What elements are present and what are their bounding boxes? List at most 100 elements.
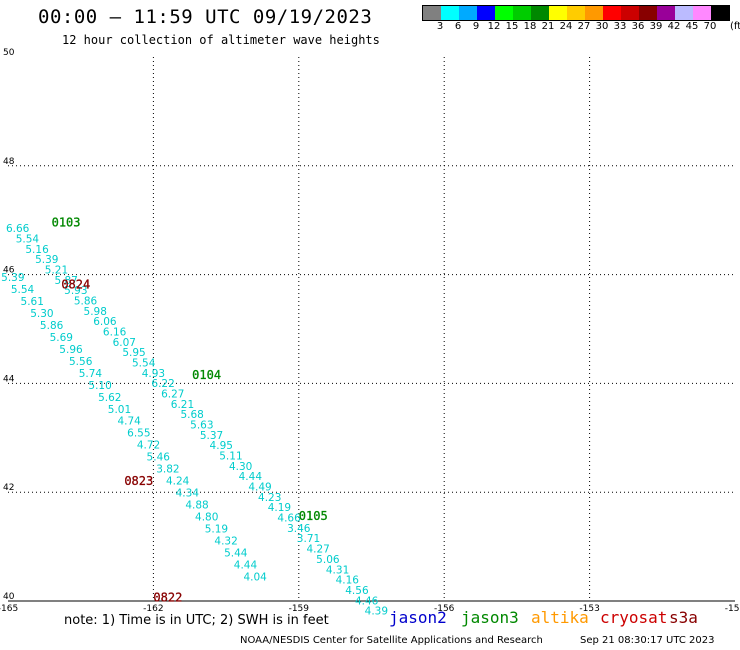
wave-height-value: 6.07 [113,337,136,349]
color-swatch [675,6,693,20]
wave-height-value: 4.56 [345,585,369,597]
color-scale-label: 15 [505,21,519,32]
pass-time-label: 0822 [153,591,182,605]
wave-height-value: 5.46 [147,452,171,464]
wave-height-value: 5.16 [25,244,49,256]
color-swatch [621,6,639,20]
wave-height-value: 4.66 [277,513,301,525]
color-swatch [603,6,621,20]
color-swatch [531,6,549,20]
wave-height-value: 5.21 [45,265,68,277]
color-scale-label: 18 [523,21,537,32]
color-scale-label: 42 [667,21,681,32]
color-scale-bar [422,5,730,21]
wave-height-value: 5.01 [108,404,131,416]
chart-subtitle: 12 hour collection of altimeter wave hei… [62,33,380,47]
wave-height-value: 5.54 [11,284,35,296]
y-tick-label: 50 [3,48,15,58]
chart-title: 00:00 — 11:59 UTC 09/19/2023 [38,6,373,28]
wave-height-value: 5.39 [35,254,58,266]
wave-height-value: 5.19 [205,523,228,535]
x-tick-label: -150 [725,604,740,614]
y-tick-label: 48 [3,157,15,167]
wave-height-value: 5.54 [132,358,156,370]
wave-height-value: 4.80 [195,511,218,523]
color-swatch [711,6,729,20]
wave-height-value: 5.44 [224,547,248,559]
color-swatch [477,6,495,20]
y-tick-label: 40 [3,592,15,602]
wave-height-value: 5.06 [316,554,340,566]
wave-height-value: 5.56 [69,356,93,368]
color-scale-label: 30 [595,21,609,32]
wave-height-value: 5.86 [74,296,98,308]
wave-height-value: 4.24 [166,476,190,488]
y-tick-label: 46 [3,266,15,276]
x-tick-label: -159 [289,604,310,614]
wave-height-value: 4.27 [306,544,329,556]
wave-height-value: 5.74 [79,368,103,380]
wave-height-value: 4.39 [365,606,388,618]
wave-height-value: 5.69 [50,332,73,344]
color-swatch [693,6,711,20]
wave-height-value: 4.34 [176,488,200,500]
x-tick-label: -153 [579,604,599,614]
wave-height-value: 4.49 [248,482,271,494]
wave-height-value: 4.16 [336,575,360,587]
wave-height-value: 6.27 [161,389,184,401]
wave-height-value: 4.74 [117,416,141,428]
wave-height-value: 4.93 [142,368,165,380]
wave-height-value: 5.11 [219,451,242,463]
wave-height-value: 3.46 [287,523,311,535]
color-scale-label: 33 [613,21,627,32]
y-tick-label: 44 [3,374,15,384]
wave-height-value: 4.72 [137,440,160,452]
wave-height-value: 5.87 [54,275,77,287]
wave-height-value: 6.16 [103,327,127,339]
color-swatch [585,6,603,20]
pass-time-label: 0823 [124,474,153,488]
wave-height-value: 5.96 [59,344,83,356]
wave-height-value: 4.23 [258,492,281,504]
footer-credit: NOAA/NESDIS Center for Satellite Applica… [240,635,543,646]
wave-height-value: 5.98 [84,306,107,318]
wave-height-value: 4.95 [210,440,233,452]
wave-height-value: 6.06 [93,316,117,328]
color-swatch [657,6,675,20]
wave-height-value: 5.37 [200,430,223,442]
color-scale-label: 3 [436,21,444,32]
y-tick-label: 42 [3,483,14,493]
pass-time-label: 0105 [299,509,328,523]
legend-entry-cryosat: cryosat [600,608,668,627]
wave-height-value: 5.54 [16,234,40,246]
wave-height-value: 4.30 [229,461,252,473]
color-scale-label: 21 [541,21,555,32]
wave-height-value: 4.46 [355,595,379,607]
pass-time-label: 0104 [192,368,221,382]
color-swatch [423,6,441,20]
footer-timestamp: Sep 21 08:30:17 UTC 2023 [580,635,715,646]
color-swatch [441,6,459,20]
wave-height-value: 4.44 [239,471,263,483]
legend-entry-s3a: s3a [669,608,698,627]
wave-height-value: 4.88 [185,500,208,512]
x-tick-label: -165 [0,604,18,614]
wave-height-value: 3.71 [297,533,320,545]
color-scale-label: 12 [487,21,501,32]
legend-entry-jason3: jason3 [461,608,519,627]
wave-height-value: 4.19 [268,502,291,514]
color-scale-label: 24 [559,21,573,32]
wave-height-value: 5.39 [1,272,24,284]
wave-height-value: 4.04 [243,571,267,583]
color-swatch [567,6,585,20]
color-scale-unit: (ft) [730,21,740,32]
units-note: note: 1) Time is in UTC; 2) SWH is in fe… [64,613,329,628]
wave-height-value: 6.66 [6,223,30,235]
wave-height-value: 5.62 [98,392,121,404]
color-scale-label: 45 [685,21,699,32]
legend-entry-jason2: jason2 [389,608,447,627]
pass-time-label: 0824 [61,278,90,292]
wave-height-value: 6.21 [171,399,194,411]
wave-height-value: 5.63 [190,420,213,432]
